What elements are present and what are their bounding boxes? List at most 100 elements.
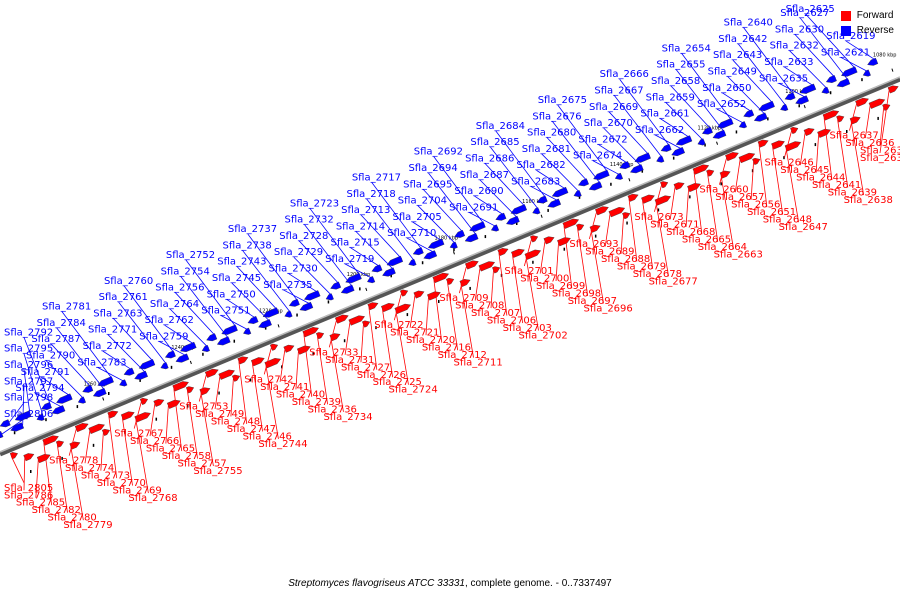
gene-leader-line	[43, 442, 53, 506]
gene-leader-line	[102, 350, 134, 372]
gene-arrow	[201, 344, 210, 352]
gene-label: Sfla_2753	[179, 401, 228, 412]
feature-marker	[155, 417, 158, 421]
tick-mark	[277, 324, 280, 328]
gene-arrow	[77, 396, 87, 404]
forward-swatch	[840, 10, 851, 21]
gene-label: Sfla_2711	[453, 358, 502, 369]
gene-label: Sfla_2672	[578, 134, 627, 145]
gene-leader-line	[789, 50, 829, 91]
gene-label: Sfla_2712	[438, 350, 487, 361]
gene-arrow	[803, 128, 815, 137]
gene-arrow	[0, 430, 4, 439]
gene-leader-line	[368, 307, 378, 370]
tick-mark	[452, 251, 455, 255]
gene-arrow	[427, 291, 441, 301]
gene-arrow	[562, 218, 580, 229]
gene-leader-line	[799, 132, 806, 166]
gene-arrow	[394, 303, 412, 315]
gene-arrow	[367, 302, 379, 311]
feature-marker	[689, 195, 691, 199]
gene-arrow	[506, 215, 520, 225]
gene-leader-line	[121, 417, 133, 486]
feature-marker	[406, 313, 409, 317]
gene-arrow	[175, 353, 190, 363]
gene-label: Sfla_2642	[718, 34, 767, 45]
gene-label: Sfla_2644	[796, 173, 845, 184]
gene-leader-line	[670, 85, 712, 130]
gene-arrow	[595, 206, 609, 216]
gene-leader-line	[620, 216, 624, 254]
gene-arrow	[82, 384, 94, 393]
gene-leader-line	[555, 243, 559, 282]
gene-leader-line	[655, 202, 669, 277]
gene-label: Sfla_2787	[31, 334, 80, 345]
gene-label: Sfla_2703	[503, 323, 552, 334]
gene-leader-line	[495, 130, 547, 199]
gene-leader-line	[417, 205, 457, 245]
gene-leader-line	[412, 221, 444, 242]
gene-arrow	[408, 258, 417, 266]
gene-arrow	[608, 207, 626, 218]
gene-label: Sfla_2655	[656, 60, 705, 71]
gene-leader-line	[546, 137, 588, 182]
gene-leader-line	[409, 295, 416, 328]
gene-leader-line	[628, 198, 638, 262]
gene-arrow	[269, 343, 279, 351]
gene-arrow	[315, 332, 325, 340]
gene-arrow	[160, 362, 169, 370]
gene-label: Sfla_2748	[211, 416, 260, 427]
gene-arrow	[464, 260, 479, 270]
feature-marker	[783, 156, 785, 160]
gene-arrow	[712, 129, 727, 139]
gene-leader-line	[837, 119, 849, 188]
gene-leader-line	[823, 117, 833, 181]
gene-arrow	[692, 164, 710, 175]
gene-label: Sfla_2619	[826, 31, 875, 42]
gene-label: Sfla_2756	[155, 283, 204, 294]
gene-arrow	[660, 143, 672, 152]
feature-marker	[610, 182, 612, 186]
gene-label: Sfla_2736	[308, 404, 357, 415]
gene-arrow	[622, 212, 631, 220]
gene-label: Sfla_2700	[520, 274, 569, 285]
gene-arrow	[530, 235, 539, 243]
feature-marker	[202, 352, 204, 356]
gene-label: Sfla_2768	[128, 493, 177, 504]
gene-leader-line	[720, 175, 734, 250]
gene-label: Sfla_2739	[292, 397, 341, 408]
gene-leader-line	[393, 293, 402, 321]
gene-label: Sfla_2649	[708, 66, 757, 77]
gene-leader-line	[840, 57, 870, 73]
feature-marker	[264, 326, 267, 330]
gene-label: Sfla_2723	[290, 198, 339, 209]
gene-leader-line	[221, 315, 251, 332]
gene-arrow	[120, 411, 135, 421]
tick-mark	[803, 104, 806, 109]
gene-arrow	[446, 277, 455, 286]
feature-marker	[735, 130, 738, 134]
gene-label: Sfla_2689	[585, 246, 634, 257]
gene-leader-line	[425, 297, 429, 336]
gene-leader-line	[722, 92, 754, 113]
gene-arrow	[250, 357, 265, 367]
gene-arrow	[551, 186, 569, 198]
gene-arrow	[495, 212, 507, 221]
gene-label: Sfla_2627	[780, 8, 829, 19]
gene-label: Sfla_2656	[731, 200, 780, 211]
gene-label: Sfla_2770	[97, 478, 146, 489]
gene-label: Sfla_2734	[323, 412, 372, 423]
gene-leader-line	[879, 90, 890, 154]
gene-arrow	[334, 314, 349, 324]
gene-label: Sfla_2665	[682, 234, 731, 245]
gene-leader-line	[56, 444, 68, 513]
gene-arrow	[40, 402, 52, 410]
gene-leader-line	[295, 351, 299, 390]
gene-leader-line	[303, 334, 313, 397]
gene-arrow	[634, 152, 651, 163]
gene-arrow	[464, 233, 479, 243]
gene-leader-line	[309, 208, 361, 277]
gene-leader-line	[304, 224, 354, 288]
gene-arrow	[887, 85, 899, 94]
feature-marker	[814, 143, 817, 147]
